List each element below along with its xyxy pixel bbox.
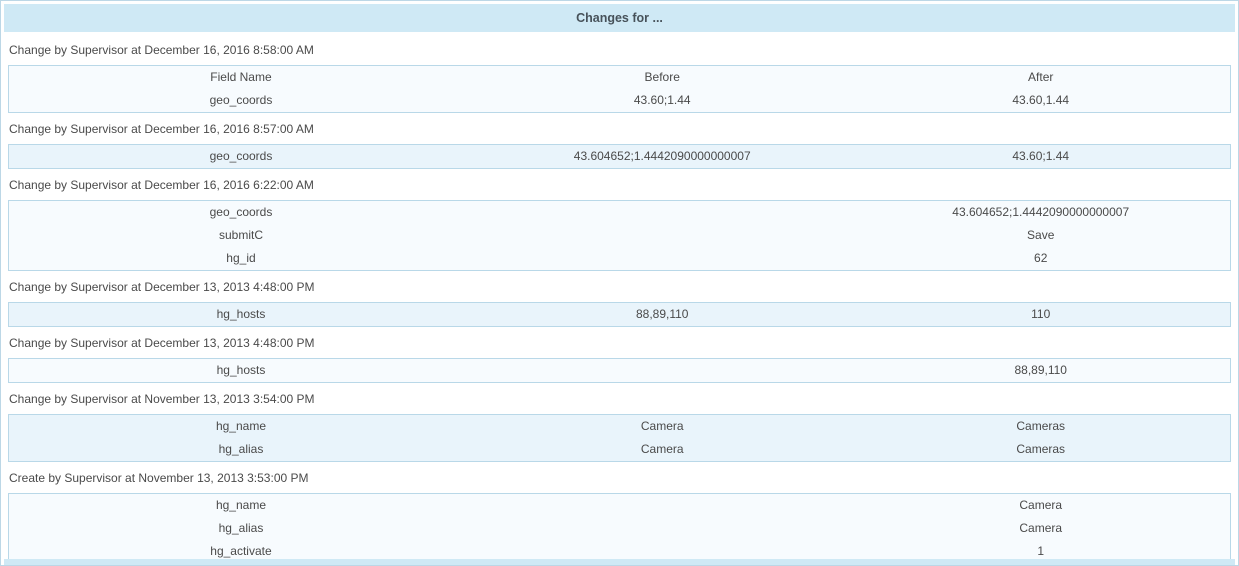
changes-list: Change by Supervisor at December 16, 201… xyxy=(1,34,1238,564)
table-row: submitC Save xyxy=(9,224,1230,247)
panel-title-bar: Changes for ... xyxy=(4,4,1235,32)
after-value-cell: 88,89,110 xyxy=(1014,363,1067,377)
after-value-cell: 110 xyxy=(1031,307,1051,321)
after-value-cell: After xyxy=(1028,70,1054,84)
table-row: hg_alias Camera Cameras xyxy=(9,438,1230,461)
change-table: geo_coords 43.604652;1.4442090000000007 … xyxy=(8,144,1231,169)
column-header-row: Field Name Before After xyxy=(9,66,1230,89)
table-row: hg_hosts 88,89,110 110 xyxy=(9,303,1230,326)
change-table: hg_hosts 88,89,110 xyxy=(8,358,1231,383)
change-section: Change by Supervisor at December 16, 201… xyxy=(1,113,1238,169)
before-value-cell: 88,89,110 xyxy=(635,307,689,321)
field-name-cell: hg_hosts xyxy=(216,307,266,321)
field-name-cell: submitC xyxy=(218,228,263,242)
before-value-cell: Camera xyxy=(640,419,684,433)
before-value-cell: 43.60;1.44 xyxy=(633,93,691,107)
after-value-cell: Camera xyxy=(1019,521,1063,535)
after-value-cell: Cameras xyxy=(1016,442,1066,456)
change-table: hg_name Camera hg_alias Camera hg_activa… xyxy=(8,493,1231,564)
after-value-cell: 1 xyxy=(1037,544,1045,558)
field-name-cell: hg_name xyxy=(215,419,266,433)
footer-bar xyxy=(4,559,1235,565)
after-value-cell: 43.60,1.44 xyxy=(1012,93,1070,107)
field-name-cell: geo_coords xyxy=(209,149,273,163)
field-name-cell: hg_alias xyxy=(218,521,264,535)
change-event-label: Change by Supervisor at December 13, 201… xyxy=(1,271,1238,302)
after-value-cell: Camera xyxy=(1019,498,1063,512)
table-row: hg_name Camera xyxy=(9,494,1230,517)
field-name-cell: hg_hosts xyxy=(216,363,266,377)
change-table: geo_coords 43.604652;1.4442090000000007 … xyxy=(8,200,1231,271)
table-row: hg_activate 1 xyxy=(9,540,1230,563)
before-value-cell xyxy=(473,201,852,224)
change-table: hg_hosts 88,89,110 110 xyxy=(8,302,1231,327)
change-event-label: Change by Supervisor at December 16, 201… xyxy=(1,169,1238,200)
change-section: Change by Supervisor at December 16, 201… xyxy=(1,34,1238,113)
change-section: Change by Supervisor at December 13, 201… xyxy=(1,271,1238,327)
before-value-cell xyxy=(473,247,852,270)
change-table: Field Name Before After geo_coords 43.60… xyxy=(8,65,1231,113)
table-row: geo_coords 43.604652;1.4442090000000007 xyxy=(9,201,1230,224)
change-event-label: Change by Supervisor at November 13, 201… xyxy=(1,383,1238,414)
field-name-cell: hg_alias xyxy=(218,442,264,456)
change-table: hg_name Camera Cameras hg_alias Camera C… xyxy=(8,414,1231,462)
field-name-cell: Field Name xyxy=(210,70,272,84)
field-name-cell: hg_id xyxy=(226,251,256,265)
change-section: Change by Supervisor at December 16, 201… xyxy=(1,169,1238,271)
table-row: geo_coords 43.60;1.44 43.60,1.44 xyxy=(9,89,1230,112)
change-section: Change by Supervisor at November 13, 201… xyxy=(1,383,1238,462)
before-value-cell: 43.604652;1.4442090000000007 xyxy=(573,149,751,163)
change-event-label: Create by Supervisor at November 13, 201… xyxy=(1,462,1238,493)
after-value-cell: 43.60;1.44 xyxy=(1012,149,1070,163)
before-value-cell xyxy=(473,494,852,517)
after-value-cell: Cameras xyxy=(1016,419,1066,433)
table-row: hg_id 62 xyxy=(9,247,1230,270)
panel-title: Changes for ... xyxy=(576,11,663,25)
table-row: hg_name Camera Cameras xyxy=(9,415,1230,438)
before-value-cell xyxy=(473,224,852,247)
change-event-label: Change by Supervisor at December 16, 201… xyxy=(1,113,1238,144)
change-event-label: Change by Supervisor at December 13, 201… xyxy=(1,327,1238,358)
field-name-cell: geo_coords xyxy=(209,205,273,219)
before-value-cell xyxy=(473,359,852,382)
after-value-cell: 43.604652;1.4442090000000007 xyxy=(952,205,1130,219)
change-event-label: Change by Supervisor at December 16, 201… xyxy=(1,34,1238,65)
field-name-cell: geo_coords xyxy=(209,93,273,107)
table-row: hg_hosts 88,89,110 xyxy=(9,359,1230,382)
table-row: geo_coords 43.604652;1.4442090000000007 … xyxy=(9,145,1230,168)
change-section: Create by Supervisor at November 13, 201… xyxy=(1,462,1238,564)
before-value-cell: Before xyxy=(644,70,680,84)
table-row: hg_alias Camera xyxy=(9,517,1230,540)
field-name-cell: hg_activate xyxy=(210,544,272,558)
before-value-cell xyxy=(473,517,852,540)
field-name-cell: hg_name xyxy=(215,498,266,512)
change-section: Change by Supervisor at December 13, 201… xyxy=(1,327,1238,383)
before-value-cell: Camera xyxy=(640,442,684,456)
after-value-cell: Save xyxy=(1027,228,1055,242)
after-value-cell: 62 xyxy=(1034,251,1048,265)
